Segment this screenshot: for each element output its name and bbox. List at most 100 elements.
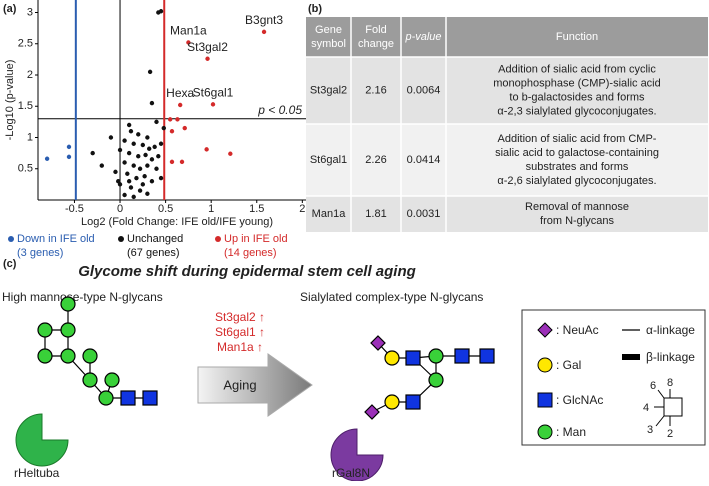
arrow-label: Aging	[223, 377, 256, 392]
data-point	[134, 175, 139, 181]
data-point	[116, 179, 121, 184]
data-point	[126, 179, 132, 184]
table-cell-text: 0.0064	[407, 84, 441, 96]
data-point	[136, 132, 141, 137]
legend-count: (14 genes)	[224, 247, 277, 259]
gal-symbol	[537, 357, 553, 373]
table-cell-text: α-2,3 sialylated glycoconjugates.	[497, 105, 656, 117]
table-cell-text: Gene	[315, 24, 342, 36]
neuac-symbol	[537, 322, 553, 338]
table-cell-text: Fold	[365, 24, 386, 36]
x-tick-label: -0.5	[65, 203, 84, 215]
legend-text: : GlcNAc	[556, 393, 603, 407]
data-point	[175, 117, 180, 122]
table-row	[306, 124, 708, 196]
man-symbol	[537, 424, 553, 440]
data-point	[113, 169, 118, 175]
data-point	[90, 150, 95, 156]
glycan-label: Sialylated complex-type N-glycans	[300, 290, 483, 304]
data-point	[147, 146, 152, 151]
aging-arrow	[197, 353, 313, 417]
table-cell-text: 0.0414	[407, 154, 441, 166]
table-cell-text: p-value	[404, 31, 441, 43]
y-tick-label: 2.5	[18, 38, 33, 50]
table-cell-text: St3gal2	[310, 84, 347, 96]
data-point	[154, 166, 159, 171]
data-point	[182, 125, 187, 131]
data-point	[154, 119, 159, 125]
position-label: 3	[647, 424, 653, 436]
position-diagram	[654, 389, 683, 427]
y-tick-label: 0.5	[18, 163, 33, 175]
data-point	[167, 117, 173, 122]
legend-text: α-linkage	[646, 323, 695, 337]
legend-text: : Man	[556, 425, 586, 439]
data-point	[142, 174, 147, 179]
data-point	[131, 194, 136, 200]
diagram-title: Glycome shift during epidermal stem cell…	[78, 263, 416, 280]
legend-label: Up in IFE old	[224, 233, 288, 245]
data-point	[66, 144, 72, 150]
data-point	[205, 56, 210, 61]
data-point	[228, 151, 233, 156]
gene-up: Man1a ↑	[217, 340, 263, 354]
data-point	[128, 129, 134, 134]
x-tick-label: 0	[117, 203, 123, 215]
legend-count: (67 genes)	[127, 247, 180, 259]
lectin-label: rGal8N	[332, 466, 370, 480]
symbol-legend	[521, 309, 706, 446]
table-cell-text: 2.26	[365, 154, 386, 166]
x-tick-label: 2	[299, 203, 305, 215]
data-point	[122, 160, 127, 165]
point-label: Man1a	[170, 24, 207, 38]
data-point	[161, 125, 166, 131]
lectin	[15, 413, 69, 467]
point-label: B3gnt3	[245, 13, 283, 27]
y-tick-label: 2	[27, 69, 33, 81]
table-cell-text: 1.81	[365, 208, 386, 220]
x-axis-title: Log2 (Fold Change: IFE old/IFE young)	[81, 216, 273, 228]
table-cell-text: Man1a	[312, 208, 347, 220]
position-label: 2	[667, 428, 673, 440]
beta-link	[622, 354, 640, 360]
legend-text: : NeuAc	[556, 323, 599, 337]
data-point	[137, 166, 143, 171]
legend-count: (3 genes)	[17, 247, 63, 259]
legend-label: Unchanged	[127, 233, 183, 245]
data-point	[179, 159, 185, 165]
table-row	[306, 57, 708, 124]
point-label: St6gal1	[193, 86, 234, 100]
data-point	[210, 102, 216, 107]
data-point	[140, 182, 146, 187]
table-cell-text: 2.16	[365, 84, 386, 96]
data-point	[131, 163, 136, 168]
data-point	[149, 179, 155, 184]
data-point	[99, 163, 105, 168]
data-point	[66, 154, 72, 160]
data-point	[145, 163, 150, 168]
table-header	[306, 17, 708, 57]
panel-label: (b)	[308, 3, 322, 15]
gene-up: St6gal1 ↑	[215, 325, 265, 339]
data-point	[140, 142, 146, 148]
table-cell-text: to b-galactosides and forms	[509, 91, 645, 103]
legend-text: : Gal	[556, 358, 581, 372]
data-point	[149, 157, 155, 162]
glcnac-symbol	[537, 392, 553, 408]
table-row	[306, 196, 708, 232]
table-cell-text: monophosphase (CMP)-sialic acid	[493, 77, 661, 89]
table-cell-text: from N-glycans	[540, 215, 614, 227]
data-point	[149, 100, 155, 106]
legend-label: Down in IFE old	[17, 233, 95, 245]
panel-label: (c)	[3, 258, 17, 270]
data-point	[169, 129, 175, 134]
gene-up: St3gal2 ↑	[215, 310, 265, 324]
data-point	[204, 147, 209, 152]
data-point	[158, 141, 164, 146]
legend-marker	[118, 236, 124, 242]
data-point	[152, 144, 157, 150]
data-point	[177, 102, 183, 108]
table-cell-text: St6gal1	[310, 154, 347, 166]
table-cell-text: Removal of mannose	[525, 201, 629, 213]
